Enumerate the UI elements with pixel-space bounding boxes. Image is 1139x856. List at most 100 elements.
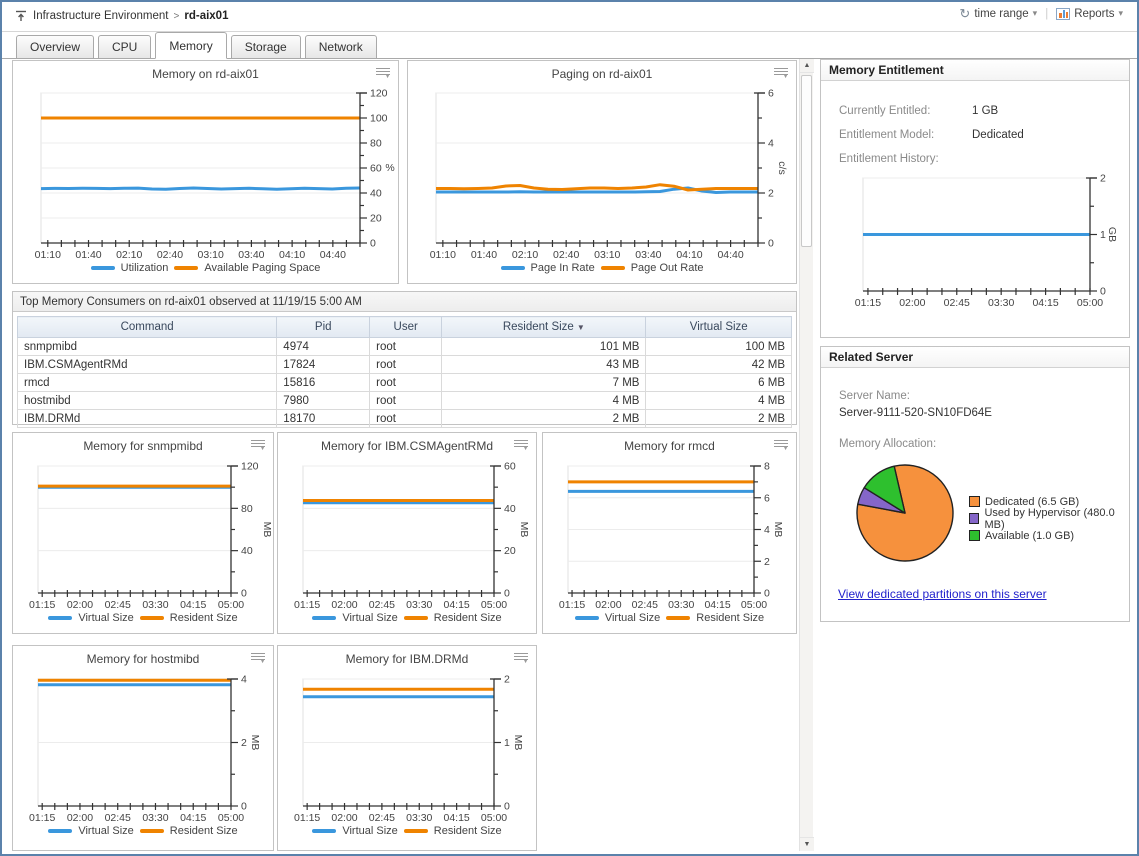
svg-text:0: 0 — [370, 238, 376, 250]
reports-icon — [1056, 7, 1071, 20]
chart-title: Memory for IBM.CSMAgentRMd — [320, 439, 494, 453]
vertical-scrollbar[interactable]: ▲ ▼ — [799, 59, 814, 851]
drmd-chart: 0 1 2 MB 01:15 02:00 02:45 03:30 04:15 05:00 — [278, 668, 538, 833]
legend-swatch — [90, 266, 115, 270]
csmagentrmd-chart-panel: Memory for IBM.CSMAgentRMd ▼ 0 20 40 60 MB 01… — [277, 432, 537, 634]
divider: | — [1045, 7, 1049, 20]
breadcrumb: Infrastructure Environment > rd-aix01 — [14, 9, 228, 23]
tab-overview[interactable]: Overview — [16, 35, 95, 59]
legend-swatch — [312, 829, 337, 833]
svg-text:2: 2 — [768, 188, 774, 200]
svg-text:02:00: 02:00 — [331, 599, 357, 611]
scroll-up-button[interactable]: ▲ — [800, 59, 814, 73]
legend-swatch — [139, 829, 164, 833]
svg-text:40: 40 — [504, 503, 516, 515]
up-level-icon[interactable] — [14, 9, 28, 23]
legend-label: Virtual Size — [78, 612, 134, 624]
svg-text:0: 0 — [1100, 286, 1106, 298]
scroll-down-button[interactable]: ▼ — [800, 837, 814, 851]
entitlement-model-label: Entitlement Model: — [839, 129, 935, 141]
currently-entitled-value: 1 GB — [972, 105, 999, 117]
paging-chart: 0 2 4 6 c/s 01:10 01:40 02:10 02:40 03:10 03:40 04:… — [408, 85, 798, 286]
legend-label: Virtual Size — [342, 825, 398, 837]
svg-text:1: 1 — [504, 737, 510, 749]
currently-entitled-label: Currently Entitled: — [839, 105, 931, 117]
svg-text:100: 100 — [370, 113, 388, 125]
legend-label: Resident Size — [169, 825, 238, 837]
top-controls: ↻ time range ▾ | Reports ▾ — [959, 7, 1123, 20]
table-row[interactable]: rmcd 15816 root 7 MB 6 MB — [16, 373, 792, 392]
breadcrumb-separator: > — [173, 10, 180, 22]
drmd-chart-panel: Memory for IBM.DRMd ▼ 0 1 2 MB 01:15 02:00 02:… — [277, 645, 537, 851]
chart-options-icon[interactable]: ▼ — [376, 66, 391, 80]
svg-text:02:45: 02:45 — [632, 599, 658, 611]
tab-storage[interactable]: Storage — [230, 35, 301, 59]
sort-desc-icon: ▼ — [576, 323, 585, 332]
section-title: Top Memory Consumers on rd-aix01 observe… — [13, 292, 796, 312]
svg-text:01:40: 01:40 — [75, 249, 101, 261]
svg-text:4: 4 — [241, 674, 247, 686]
rmcd-chart-panel: Memory for rmcd ▼ 0 2 4 6 8 MB 01:15 02:00 02:45… — [542, 432, 797, 634]
legend-swatch — [600, 266, 625, 270]
svg-text:05:00: 05:00 — [741, 599, 767, 611]
tab-cpu[interactable]: CPU — [98, 35, 152, 59]
tab-network[interactable]: Network — [304, 35, 377, 59]
reports-button[interactable]: Reports ▾ — [1056, 7, 1123, 20]
scrollbar-thumb[interactable] — [801, 75, 812, 247]
table-row[interactable]: hostmibd 7980 root 4 MB 4 MB — [16, 391, 792, 410]
chart-legend: Virtual Size Resident Size — [13, 612, 273, 624]
svg-text:02:40: 02:40 — [157, 249, 183, 261]
legend-swatch — [969, 496, 980, 507]
svg-text:02:45: 02:45 — [105, 812, 131, 824]
panel-title: Related Server — [821, 347, 1129, 368]
table-row[interactable]: IBM.CSMAgentRMd 17824 root 43 MB 42 MB — [16, 355, 792, 374]
tab-memory[interactable]: Memory — [155, 32, 227, 59]
column-header[interactable]: Pid — [276, 316, 371, 338]
table-row[interactable]: IBM.DRMd 18170 root 2 MB 2 MB — [16, 409, 792, 428]
svg-text:0: 0 — [504, 588, 510, 600]
chart-title: Memory for hostmibd — [86, 652, 200, 666]
svg-text:8: 8 — [764, 461, 770, 473]
time-range-button[interactable]: ↻ time range ▾ — [959, 7, 1037, 20]
legend-swatch — [174, 266, 199, 270]
svg-text:120: 120 — [370, 88, 388, 100]
svg-text:01:15: 01:15 — [855, 297, 881, 309]
chart-options-icon[interactable]: ▼ — [251, 651, 266, 665]
svg-text:01:40: 01:40 — [471, 249, 497, 261]
svg-text:c/s: c/s — [776, 161, 788, 174]
svg-text:02:10: 02:10 — [512, 249, 538, 261]
svg-text:05:00: 05:00 — [1077, 297, 1103, 309]
legend-swatch — [666, 616, 691, 620]
column-header[interactable]: Virtual Size — [645, 316, 792, 338]
column-header[interactable]: User — [369, 316, 443, 338]
chart-options-icon[interactable]: ▼ — [514, 438, 529, 452]
svg-text:03:10: 03:10 — [594, 249, 620, 261]
legend-label: Resident Size — [696, 612, 765, 624]
paging-chart-panel: Paging on rd-aix01 ▼ 0 2 4 6 c/s 01:10 01:40 02… — [407, 60, 797, 284]
breadcrumb-root[interactable]: Infrastructure Environment — [33, 10, 169, 22]
svg-text:0: 0 — [768, 238, 774, 250]
chart-options-icon[interactable]: ▼ — [774, 438, 789, 452]
view-partitions-link[interactable]: View dedicated partitions on this server — [838, 587, 1047, 601]
rmcd-chart: 0 2 4 6 8 MB 01:15 02:00 02:45 03:30 04:15 05:00 — [543, 455, 798, 620]
svg-text:02:00: 02:00 — [899, 297, 925, 309]
table-row[interactable]: snmpmibd 4974 root 101 MB 100 MB — [16, 337, 792, 356]
column-header[interactable]: Resident Size ▼ — [441, 316, 647, 338]
related-server-panel: Related Server Server Name: Server-9111-… — [820, 346, 1130, 622]
column-header[interactable]: Command — [16, 316, 278, 338]
svg-text:04:10: 04:10 — [676, 249, 702, 261]
chart-title: Paging on rd-aix01 — [551, 67, 653, 81]
svg-text:02:00: 02:00 — [331, 812, 357, 824]
snmpmibd-chart-panel: Memory for snmpmibd ▼ 0 40 80 120 MB 01:15 02:… — [12, 432, 274, 634]
csmagentrmd-chart: 0 20 40 60 MB 01:15 02:00 02:45 03:30 04:15 05:00 — [278, 455, 538, 620]
svg-text:05:00: 05:00 — [218, 599, 244, 611]
top-memory-consumers-section: Top Memory Consumers on rd-aix01 observe… — [12, 291, 797, 428]
svg-text:05:00: 05:00 — [481, 599, 507, 611]
chart-options-icon[interactable]: ▼ — [774, 66, 789, 80]
svg-text:01:15: 01:15 — [294, 812, 320, 824]
chart-options-icon[interactable]: ▼ — [251, 438, 266, 452]
chart-legend: Virtual Size Resident Size — [543, 612, 796, 624]
svg-text:0: 0 — [241, 588, 247, 600]
chart-options-icon[interactable]: ▼ — [514, 651, 529, 665]
